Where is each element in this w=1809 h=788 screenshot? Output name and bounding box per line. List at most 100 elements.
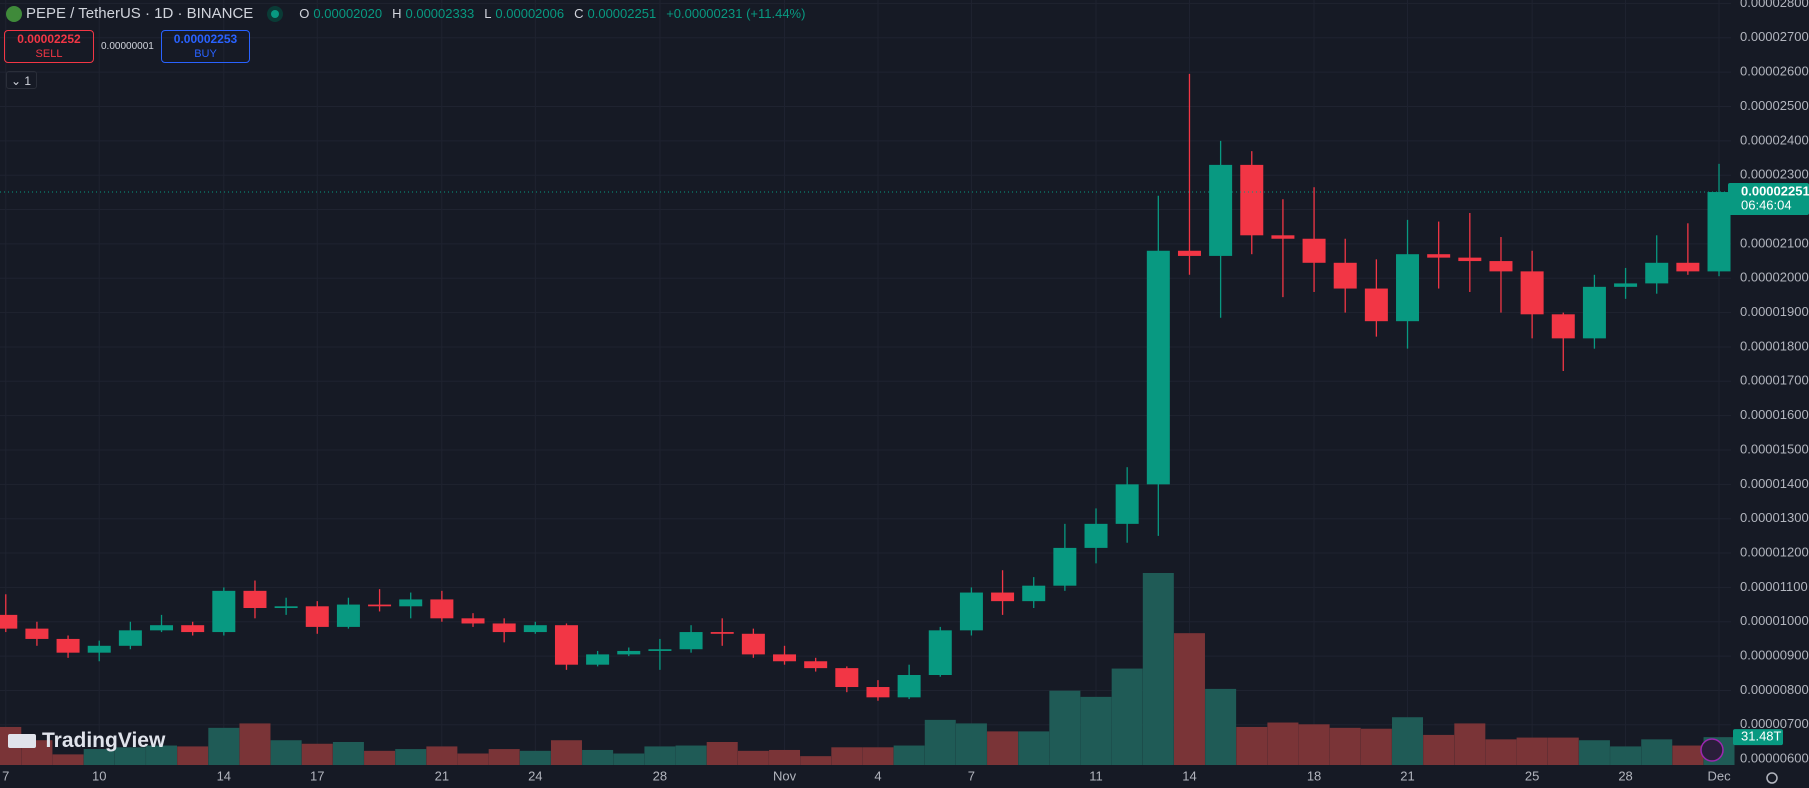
volume-bar bbox=[1578, 740, 1610, 765]
volume-bar bbox=[955, 723, 987, 765]
volume-bar bbox=[1267, 722, 1299, 765]
volume-bar bbox=[1173, 633, 1205, 765]
y-tick-label: 0.00002700 bbox=[1740, 29, 1809, 44]
ohlc-l: L bbox=[484, 6, 492, 21]
candle-body bbox=[1707, 192, 1731, 272]
x-tick-label: 11 bbox=[1089, 768, 1103, 783]
volume-bar bbox=[1485, 739, 1517, 765]
volume-bar bbox=[1547, 737, 1579, 765]
candle-body bbox=[118, 630, 142, 646]
volume-bar bbox=[488, 749, 520, 765]
candle-body bbox=[1240, 164, 1264, 236]
volume-bar bbox=[1080, 696, 1112, 765]
x-tick-label: 25 bbox=[1525, 768, 1539, 783]
volume-bar bbox=[519, 750, 551, 765]
volume-bar bbox=[332, 741, 364, 765]
x-tick-label: 4 bbox=[874, 768, 881, 783]
logo-text: TradingView bbox=[42, 729, 166, 752]
volume-bar bbox=[239, 723, 271, 765]
volume-tag: 31.48T bbox=[1741, 729, 1782, 744]
candle-body bbox=[741, 633, 765, 655]
y-tick-label: 0.00002000 bbox=[1740, 270, 1809, 285]
y-tick-label: 0.00001100 bbox=[1740, 579, 1808, 594]
x-tick-label: Nov bbox=[773, 768, 797, 783]
sell-price: 0.00002252 bbox=[17, 32, 81, 46]
candle-body bbox=[1427, 254, 1451, 258]
candle-body bbox=[0, 614, 18, 629]
volume-bar bbox=[706, 741, 738, 765]
volume-bar bbox=[301, 743, 333, 765]
volume-bar bbox=[1672, 745, 1704, 765]
candle-body bbox=[1053, 547, 1077, 586]
settings-icon bbox=[1766, 772, 1778, 784]
ohlc-o: O bbox=[299, 6, 310, 21]
y-tick-label: 0.00001400 bbox=[1740, 476, 1809, 491]
candle-body bbox=[1396, 254, 1420, 322]
buy-button[interactable]: 0.00002253 BUY bbox=[161, 30, 250, 63]
volume-bar bbox=[1018, 731, 1050, 765]
x-tick-label: 21 bbox=[1400, 768, 1414, 783]
candle-body bbox=[1551, 314, 1575, 339]
candle-body bbox=[959, 592, 983, 631]
candle-body bbox=[773, 654, 797, 662]
candle-body bbox=[1520, 271, 1544, 315]
ohlc-open: 0.00002020 bbox=[313, 6, 383, 21]
indicators-toggle[interactable]: ⌄ 1 bbox=[6, 71, 37, 89]
y-tick-label: 0.00001800 bbox=[1740, 338, 1809, 353]
candle-body bbox=[1084, 523, 1108, 548]
volume-bar bbox=[737, 750, 769, 765]
candle-body bbox=[1489, 261, 1513, 272]
y-tick-label: 0.00002500 bbox=[1740, 98, 1809, 113]
candle-body bbox=[523, 625, 547, 633]
ohlc-high: 0.00002333 bbox=[405, 6, 475, 21]
volume-bar bbox=[457, 753, 489, 765]
candle-body bbox=[1146, 250, 1170, 485]
logo: TradingView bbox=[8, 729, 165, 753]
volume-bar bbox=[893, 745, 925, 765]
buy-label: BUY bbox=[194, 48, 217, 60]
y-tick-label: 0.00000800 bbox=[1740, 682, 1809, 697]
volume-bar bbox=[426, 746, 458, 765]
volume-bar bbox=[1236, 726, 1268, 765]
candle-body bbox=[554, 625, 578, 665]
volume-bar bbox=[364, 750, 396, 765]
candle-body bbox=[991, 592, 1015, 602]
x-tick-label: 28 bbox=[653, 768, 667, 783]
volume-bar bbox=[1298, 724, 1330, 765]
ohlc-c: C bbox=[574, 6, 584, 21]
countdown: 06:46:04 bbox=[1741, 197, 1792, 212]
volume-bar bbox=[800, 756, 832, 765]
y-tick-label: 0.00000900 bbox=[1740, 648, 1809, 663]
candle-body bbox=[586, 654, 610, 665]
volume-bar bbox=[1454, 723, 1486, 765]
quick-action bbox=[1700, 738, 1724, 762]
volume-bar bbox=[1049, 690, 1081, 765]
volume-bar bbox=[769, 749, 801, 765]
volume-bar bbox=[924, 719, 956, 765]
candle-body bbox=[336, 604, 360, 627]
sell-button[interactable]: 0.00002252 SELL bbox=[4, 30, 94, 63]
volume-bar bbox=[675, 745, 707, 765]
candle-body bbox=[1302, 238, 1326, 263]
symbol[interactable]: PEPE / TetherUS · 1D · BINANCE bbox=[26, 5, 254, 22]
candle-body bbox=[617, 650, 641, 655]
candle-body bbox=[866, 687, 890, 698]
volume-bar bbox=[52, 754, 84, 765]
y-tick-label: 0.00001200 bbox=[1740, 544, 1809, 559]
last-price-tag-bg bbox=[1728, 183, 1809, 216]
candle-body bbox=[928, 630, 952, 675]
candle-body bbox=[87, 645, 111, 653]
volume-bar bbox=[1392, 717, 1424, 765]
volume-bar bbox=[862, 747, 894, 765]
volume-tag-bg bbox=[1733, 729, 1783, 746]
candle-body bbox=[897, 675, 921, 698]
candle-body bbox=[1582, 286, 1606, 339]
ohlc-low: 0.00002006 bbox=[495, 6, 565, 21]
candle-body bbox=[150, 625, 174, 631]
y-tick-label: 0.00001900 bbox=[1740, 304, 1809, 319]
volume-bar bbox=[395, 749, 427, 765]
y-tick-label: 0.00001300 bbox=[1740, 510, 1809, 525]
status-dot bbox=[271, 9, 280, 18]
